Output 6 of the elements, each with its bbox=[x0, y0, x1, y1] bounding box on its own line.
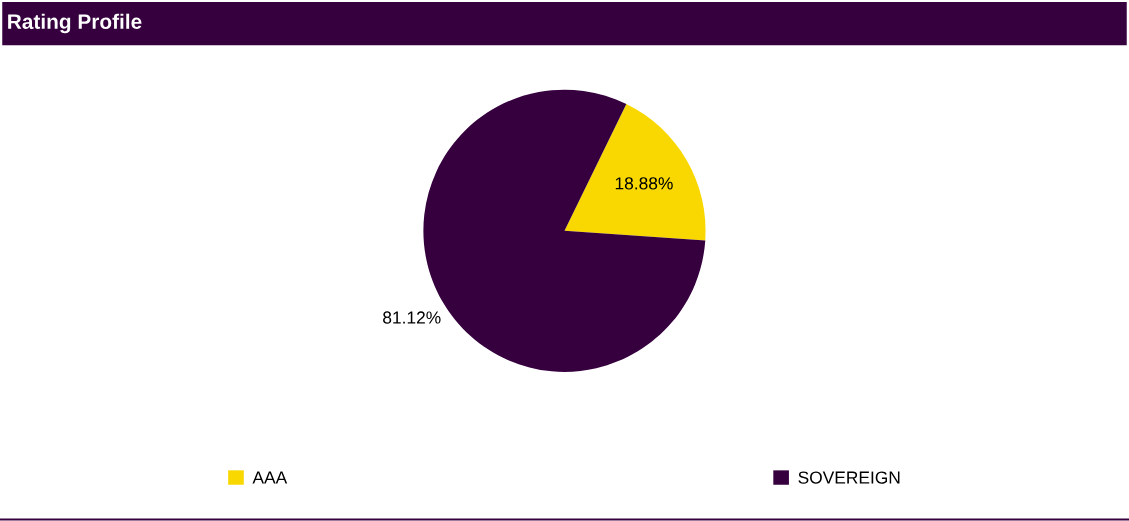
legend-label: SOVEREIGN bbox=[798, 471, 900, 484]
data-label: 18.88% bbox=[615, 177, 673, 190]
chart-title: Rating Profile bbox=[8, 13, 142, 34]
legend-label: AAA bbox=[252, 471, 288, 484]
pie-slice bbox=[564, 103, 706, 241]
data-label: 81.12% bbox=[383, 311, 441, 324]
